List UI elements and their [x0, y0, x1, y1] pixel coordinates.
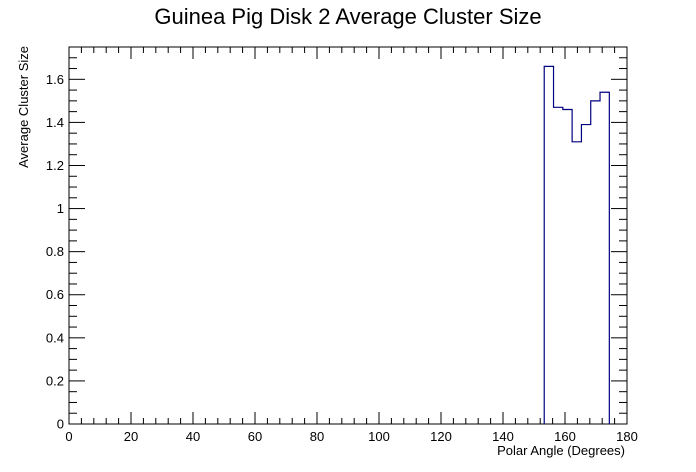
y-tick-label: 0.6 — [46, 287, 64, 302]
y-tick-label: 0.2 — [46, 373, 64, 388]
y-tick-label: 0.8 — [46, 244, 64, 259]
y-tick-label: 1.4 — [46, 115, 64, 130]
y-tick-label: 0 — [57, 417, 64, 432]
y-tick-label: 0.4 — [46, 330, 64, 345]
y-axis-tick-labels: 0 0.2 0.4 0.6 0.8 1 1.2 1.4 1.6 — [46, 72, 64, 432]
x-axis-tick-labels: 0 20 40 60 80 100 120 140 160 180 — [65, 429, 637, 444]
x-tick-label: 0 — [65, 429, 72, 444]
x-tick-label: 60 — [248, 429, 262, 444]
x-tick-label: 40 — [186, 429, 200, 444]
x-tick-label: 160 — [554, 429, 576, 444]
x-tick-label: 80 — [310, 429, 324, 444]
x-tick-label: 180 — [616, 429, 638, 444]
y-tick-label: 1.6 — [46, 72, 64, 87]
histogram-series — [543, 65, 610, 424]
x-tick-label: 100 — [368, 429, 390, 444]
x-tick-label: 140 — [492, 429, 514, 444]
y-axis-label: Average Cluster Size — [16, 46, 31, 168]
y-tick-label: 1 — [57, 201, 64, 216]
x-tick-label: 120 — [430, 429, 452, 444]
chart-title: Guinea Pig Disk 2 Average Cluster Size — [154, 4, 541, 29]
y-tick-label: 1.2 — [46, 158, 64, 173]
x-axis-ticks — [68, 47, 628, 424]
x-tick-label: 20 — [124, 429, 138, 444]
x-axis-label: Polar Angle (Degrees) — [497, 443, 625, 458]
y-axis-ticks — [69, 46, 627, 425]
plot-frame — [68, 46, 628, 425]
